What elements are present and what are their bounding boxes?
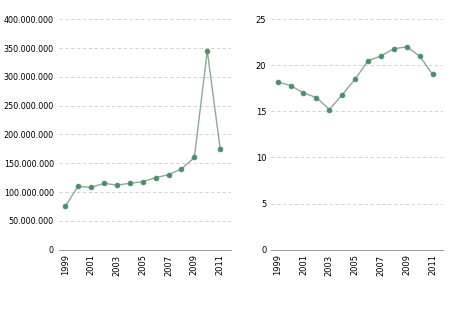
Legend: Público: Público bbox=[326, 319, 387, 320]
Legend: Total Tipo de beneficio: Total Tipo de beneficio bbox=[79, 319, 210, 320]
